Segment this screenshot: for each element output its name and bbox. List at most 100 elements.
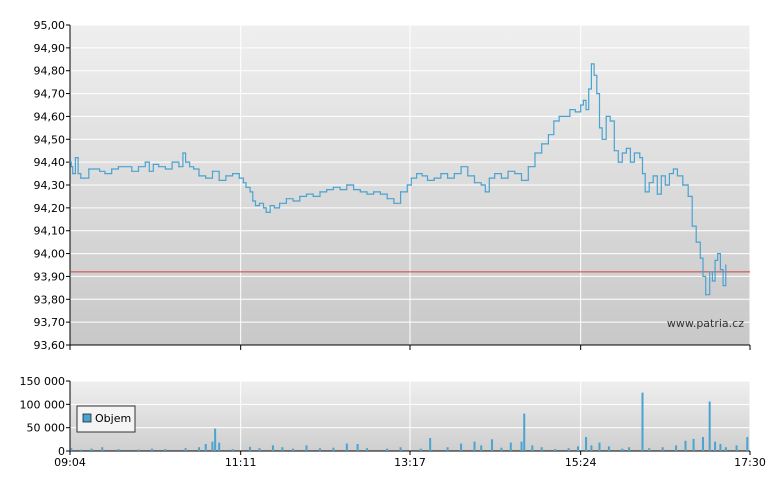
volume-bar bbox=[211, 441, 214, 451]
volume-bar bbox=[523, 413, 526, 451]
price-point bbox=[705, 294, 707, 296]
price-y-tick-label: 95,00 bbox=[34, 19, 66, 32]
price-point bbox=[352, 188, 355, 191]
price-y-tick-label: 94,80 bbox=[34, 65, 66, 78]
price-point bbox=[601, 138, 603, 140]
volume-bar bbox=[429, 437, 432, 451]
price-point bbox=[399, 191, 402, 193]
price-point bbox=[644, 191, 646, 193]
price-point bbox=[93, 168, 95, 170]
price-point bbox=[426, 179, 429, 182]
volume-y-tick-label: 50 000 bbox=[27, 422, 66, 435]
volume-bar bbox=[446, 447, 449, 451]
price-point bbox=[711, 280, 713, 282]
volume-bar bbox=[231, 449, 234, 451]
price-y-tick-label: 94,20 bbox=[34, 202, 66, 215]
price-point bbox=[563, 115, 566, 118]
price-point bbox=[373, 191, 375, 193]
price-point bbox=[131, 170, 133, 172]
price-point bbox=[598, 127, 601, 129]
price-point bbox=[687, 195, 689, 198]
price-point bbox=[137, 166, 140, 168]
price-point bbox=[582, 99, 584, 102]
price-y-tick-label: 94,30 bbox=[34, 179, 66, 192]
price-point bbox=[148, 170, 150, 172]
price-y-tick-label: 94,10 bbox=[34, 225, 66, 238]
volume-y-tick-label: 0 bbox=[58, 445, 65, 458]
price-point bbox=[596, 92, 598, 95]
price-point bbox=[433, 177, 435, 179]
volume-bar bbox=[292, 448, 295, 451]
volume-bar bbox=[746, 437, 749, 451]
price-point bbox=[84, 177, 86, 179]
price-point bbox=[238, 177, 240, 179]
price-point bbox=[74, 156, 76, 159]
price-point bbox=[178, 166, 180, 168]
price-point bbox=[558, 115, 560, 118]
volume-bar bbox=[214, 428, 217, 451]
price-y-tick-label: 94,00 bbox=[34, 248, 66, 261]
volume-bar bbox=[419, 448, 422, 451]
price-point bbox=[709, 271, 711, 273]
price-point bbox=[725, 264, 727, 266]
volume-bar bbox=[585, 437, 588, 451]
price-point bbox=[527, 166, 529, 168]
price-point bbox=[104, 172, 106, 175]
volume-bar bbox=[708, 401, 711, 451]
price-point bbox=[453, 172, 455, 175]
price-point bbox=[447, 177, 449, 179]
volume-bar bbox=[714, 441, 717, 451]
volume-bar bbox=[164, 449, 167, 451]
price-point bbox=[164, 168, 167, 170]
price-point bbox=[652, 175, 654, 177]
volume-bar bbox=[735, 445, 738, 451]
price-point bbox=[660, 175, 662, 177]
price-point bbox=[507, 170, 509, 172]
price-point bbox=[198, 175, 200, 177]
price-point bbox=[500, 177, 502, 179]
price-point bbox=[184, 161, 187, 163]
volume-bar bbox=[554, 449, 557, 451]
price-point bbox=[520, 179, 523, 182]
price-y-tick-label: 93,60 bbox=[34, 339, 66, 352]
price-point bbox=[205, 177, 207, 179]
price-point bbox=[668, 172, 670, 175]
volume-bar bbox=[101, 447, 104, 451]
price-point bbox=[621, 152, 623, 154]
price-point bbox=[117, 166, 119, 168]
price-point bbox=[682, 184, 684, 186]
volume-bar bbox=[490, 439, 493, 451]
volume-bar bbox=[150, 448, 153, 451]
price-point bbox=[319, 191, 321, 193]
legend-label: Objem bbox=[95, 412, 131, 425]
price-point bbox=[574, 111, 576, 113]
price-point bbox=[547, 134, 550, 136]
volume-bar bbox=[249, 446, 252, 451]
price-point bbox=[605, 115, 607, 118]
volume-bar bbox=[204, 444, 207, 451]
volume-bar bbox=[386, 448, 389, 451]
volume-bar bbox=[701, 437, 704, 451]
price-y-tick-label: 94,50 bbox=[34, 133, 66, 146]
volume-bar bbox=[648, 448, 651, 451]
price-point bbox=[484, 191, 486, 193]
price-y-tick-label: 94,60 bbox=[34, 110, 66, 123]
price-series bbox=[69, 63, 727, 296]
volume-bar bbox=[184, 448, 187, 451]
price-point bbox=[366, 193, 368, 195]
volume-bar bbox=[70, 448, 73, 451]
price-point bbox=[676, 175, 679, 177]
price-point bbox=[553, 120, 555, 122]
price-point bbox=[359, 191, 361, 193]
price-point bbox=[305, 193, 308, 195]
price-point bbox=[193, 168, 195, 170]
price-point bbox=[254, 204, 257, 207]
price-point bbox=[111, 168, 113, 170]
price-y-tick-label: 94,90 bbox=[34, 42, 66, 55]
volume-bar bbox=[356, 444, 359, 451]
volume-bar bbox=[576, 446, 579, 451]
price-point bbox=[593, 74, 595, 76]
legend-swatch bbox=[82, 413, 92, 423]
volume-bar bbox=[473, 441, 476, 451]
